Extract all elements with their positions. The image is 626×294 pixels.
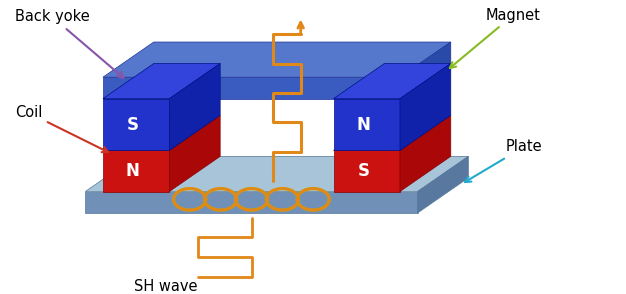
Text: Back yoke: Back yoke	[15, 9, 123, 78]
Text: S: S	[357, 162, 369, 180]
Polygon shape	[103, 64, 220, 99]
Polygon shape	[334, 64, 451, 99]
Text: N: N	[126, 162, 140, 180]
Polygon shape	[400, 64, 451, 151]
Text: Coil: Coil	[15, 105, 108, 152]
Text: S: S	[127, 116, 139, 133]
Polygon shape	[170, 115, 220, 191]
Text: SH wave: SH wave	[135, 279, 198, 294]
Polygon shape	[418, 156, 468, 213]
Polygon shape	[334, 115, 451, 151]
Polygon shape	[103, 99, 170, 151]
Text: Plate: Plate	[465, 139, 542, 182]
Polygon shape	[85, 156, 468, 191]
Polygon shape	[103, 151, 170, 191]
Polygon shape	[400, 42, 451, 99]
Text: Magnet: Magnet	[450, 8, 541, 68]
Polygon shape	[103, 77, 400, 99]
Text: N: N	[356, 116, 371, 133]
Polygon shape	[103, 42, 451, 77]
Polygon shape	[334, 151, 400, 191]
Polygon shape	[400, 115, 451, 191]
Polygon shape	[103, 115, 220, 151]
Polygon shape	[170, 64, 220, 151]
Polygon shape	[334, 99, 400, 151]
Polygon shape	[85, 191, 418, 213]
